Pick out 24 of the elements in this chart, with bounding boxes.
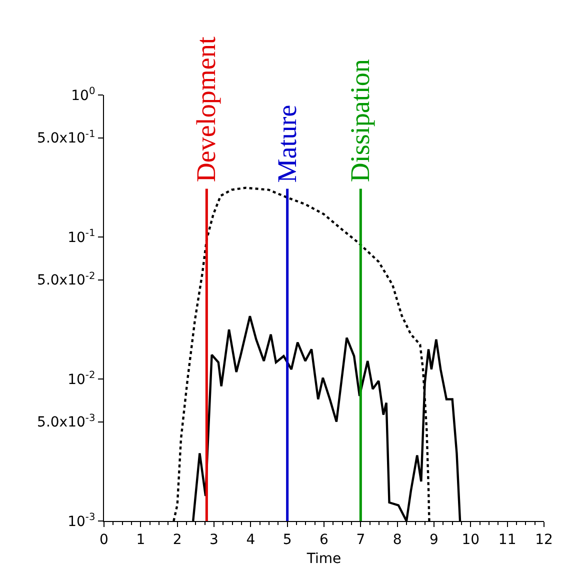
x-tick-label: 4 — [246, 532, 256, 548]
x-tick-label: 11 — [498, 532, 516, 548]
y-tick-label: 5.0x10$^{-1}$ — [37, 128, 96, 147]
x-tick-label: 5 — [282, 532, 292, 548]
y-tick-label: 10$^{0}$ — [71, 86, 96, 104]
y-tick-label: 5.0x10$^{-2}$ — [37, 270, 96, 289]
x-tick-label: 12 — [535, 532, 553, 548]
y-tick-label: 10$^{-1}$ — [68, 228, 96, 246]
y-tick-label: 10$^{-3}$ — [68, 512, 96, 530]
x-tick-label: 6 — [320, 532, 329, 548]
y-tick-label: 10$^{-2}$ — [68, 370, 96, 388]
x-tick-label: 9 — [430, 532, 438, 548]
x-tick-label: 0 — [100, 532, 108, 548]
ref-line-label: Development — [191, 36, 222, 182]
x-tick-label: 3 — [210, 532, 218, 548]
x-tick-label: 10 — [462, 532, 480, 548]
x-tick-label: 1 — [136, 532, 146, 548]
ref-line-label: Dissipation — [345, 58, 376, 182]
x-tick-label: 7 — [356, 532, 366, 548]
ref-line-label: Mature — [272, 104, 302, 183]
x-tick-label: 2 — [172, 532, 182, 548]
x-axis-title: Time — [306, 551, 342, 568]
x-tick-label: 8 — [392, 532, 402, 548]
y-tick-label: 5.0x10$^{-3}$ — [37, 412, 96, 431]
